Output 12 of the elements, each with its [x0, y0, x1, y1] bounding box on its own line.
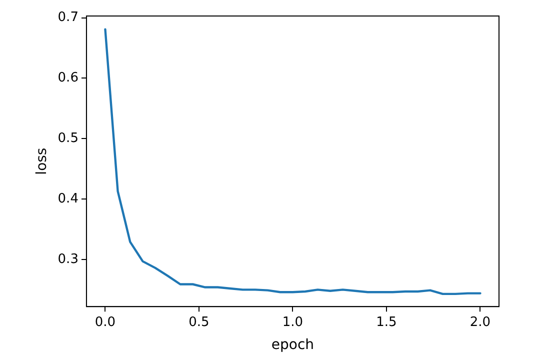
y-tick-label: 0.4: [58, 191, 78, 206]
y-axis-title: loss: [34, 148, 50, 175]
x-tick-label: 0.5: [188, 314, 210, 330]
y-tick-label: 0.5: [58, 131, 78, 146]
x-tick-label: 1.5: [376, 314, 397, 330]
x-tick-label: 1.0: [282, 314, 304, 330]
x-tick-label: 0.0: [94, 314, 116, 330]
y-tick-label: 0.6: [58, 70, 78, 86]
x-axis-title: epoch: [271, 337, 314, 354]
y-tick-label: 0.7: [58, 10, 78, 26]
y-tick-label: 0.3: [58, 252, 78, 267]
x-tick-label: 2.0: [470, 314, 491, 330]
